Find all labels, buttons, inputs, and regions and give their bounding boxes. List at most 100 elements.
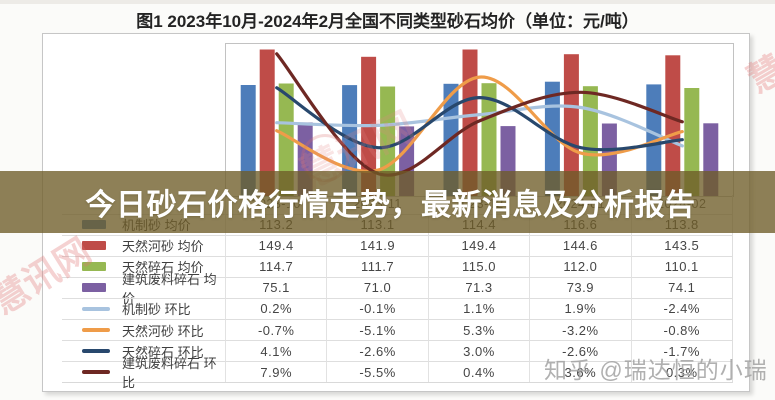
value-cell: 3.6%	[529, 361, 631, 383]
value-cell: -2.4%	[630, 297, 732, 319]
series-name: 机制砂 环比	[122, 302, 191, 318]
value-cell: 1.1%	[427, 297, 530, 319]
value-cell: 114.7	[225, 255, 327, 277]
value-cell: 113.2	[225, 213, 327, 235]
table-corner-cell	[62, 195, 225, 214]
value-cell: -2.6%	[529, 340, 631, 362]
column-header-month: 2023-10	[225, 195, 326, 214]
value-cell: 5.3%	[427, 318, 530, 341]
value-cell: -5.1%	[326, 318, 428, 341]
value-cell: 115.0	[427, 255, 530, 277]
value-cell: 141.9	[326, 234, 428, 256]
bar-建筑废料碎石 均价	[601, 123, 617, 196]
value-cell: 110.1	[630, 255, 732, 277]
swatch-box	[82, 241, 112, 251]
line-建筑废料碎石 环比	[275, 52, 684, 177]
value-cell: -1.7%	[630, 340, 732, 362]
bar-天然碎石 均价	[684, 88, 700, 196]
value-cell: 114.4	[427, 213, 530, 235]
column-header-month: 2024-02	[630, 195, 732, 214]
bar-建筑废料碎石 均价	[703, 123, 719, 196]
bar-天然碎石 均价	[380, 86, 396, 196]
bar-天然河砂 均价	[259, 49, 275, 196]
bar-series-swatch-icon	[82, 283, 106, 293]
bar-建筑废料碎石 均价	[297, 122, 313, 196]
column-header-month: 2023-12	[427, 195, 529, 214]
line-天然碎石 环比	[275, 86, 684, 152]
bar-天然河砂 均价	[665, 55, 681, 196]
value-cell: 71.0	[326, 276, 428, 298]
top-strip	[0, 0, 775, 4]
series-name: 建筑废料碎石 环比	[122, 356, 217, 391]
value-cell: -0.8%	[630, 318, 732, 341]
series-name: 机制砂 均价	[122, 218, 191, 234]
value-cell: 113.1	[326, 213, 428, 235]
swatch-box	[82, 307, 112, 311]
value-cell: -0.7%	[225, 318, 327, 341]
bar-series-swatch-icon	[82, 262, 106, 272]
value-cell: 7.9%	[225, 361, 327, 383]
line-series-swatch-icon	[82, 307, 110, 311]
bar-天然碎石 均价	[278, 83, 294, 196]
line-series-swatch-icon	[82, 349, 110, 353]
line-series-swatch-icon	[82, 370, 110, 374]
value-cell: 0.3%	[630, 361, 732, 383]
value-cell: 144.6	[529, 234, 631, 256]
swatch-box	[82, 328, 112, 332]
series-name: 天然碎石 环比	[122, 344, 204, 360]
figure-title: 图1 2023年10月-2024年2月全国不同类型砂石均价（单位：元/吨）	[136, 12, 639, 31]
value-cell: 112.0	[529, 255, 631, 277]
value-cell: 111.7	[326, 255, 428, 277]
combo-chart	[240, 49, 719, 196]
value-cell: 0.4%	[427, 361, 530, 383]
legend-label-cell: 建筑废料碎石 均价	[62, 272, 225, 306]
value-cell: 0.2%	[225, 297, 327, 319]
bar-series-swatch-icon	[82, 220, 106, 230]
swatch-box	[82, 349, 112, 353]
value-cell: -0.1%	[326, 297, 428, 319]
value-cell: -2.6%	[326, 340, 428, 362]
value-cell: 143.5	[630, 234, 732, 256]
series-name: 天然河砂 均价	[122, 239, 204, 255]
bar-天然碎石 均价	[582, 86, 598, 196]
series-name: 天然碎石 均价	[122, 260, 204, 276]
swatch-box	[82, 262, 112, 272]
series-name: 天然河砂 环比	[122, 323, 204, 339]
legend-label-cell: 建筑废料碎石 环比	[62, 356, 225, 390]
line-天然河砂 环比	[275, 75, 684, 173]
bar-建筑废料碎石 均价	[500, 126, 516, 196]
bar-机制砂 均价	[544, 81, 560, 196]
legend-label-cell: 天然碎石 均价	[62, 255, 225, 277]
value-cell: 75.1	[225, 276, 327, 298]
value-cell: 71.3	[427, 276, 530, 298]
value-cell: -5.5%	[326, 361, 428, 383]
value-cell: -3.2%	[529, 318, 631, 341]
value-cell: 149.4	[427, 234, 530, 256]
value-cell: 3.0%	[427, 340, 530, 362]
line-机制砂 环比	[275, 104, 684, 148]
bar-天然碎石 均价	[481, 83, 497, 196]
value-cell: 4.1%	[225, 340, 327, 362]
legend-label-cell: 天然河砂 环比	[62, 318, 225, 340]
line-series-swatch-icon	[82, 328, 110, 332]
column-header-month: 2024-01	[529, 195, 630, 214]
value-cell: 1.9%	[529, 297, 631, 319]
legend-label-cell: 天然碎石 环比	[62, 340, 225, 361]
value-cell: 116.6	[529, 213, 631, 235]
bar-机制砂 均价	[240, 85, 256, 196]
bar-series-swatch-icon	[82, 241, 106, 251]
legend-label-cell: 天然河砂 均价	[62, 234, 225, 256]
bar-天然河砂 均价	[563, 54, 579, 196]
column-header-month: 2023-11	[326, 195, 427, 214]
swatch-box	[82, 283, 112, 293]
value-cell: 73.9	[529, 276, 631, 298]
value-cell: 113.8	[630, 213, 732, 235]
value-cell: 149.4	[225, 234, 327, 256]
swatch-box	[82, 220, 112, 230]
plot-area	[225, 43, 734, 197]
swatch-box	[82, 370, 112, 374]
bar-天然河砂 均价	[462, 49, 478, 196]
legend-label-cell: 机制砂 环比	[62, 297, 225, 319]
chart-data-table: 2023-10 2023-11 2023-12 2024-01 2024-02 机制砂 均…	[62, 195, 733, 390]
